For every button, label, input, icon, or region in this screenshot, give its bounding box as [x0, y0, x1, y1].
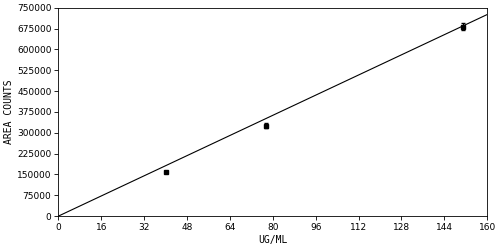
- X-axis label: UG/ML: UG/ML: [258, 235, 288, 245]
- Y-axis label: AREA COUNTS: AREA COUNTS: [4, 80, 14, 144]
